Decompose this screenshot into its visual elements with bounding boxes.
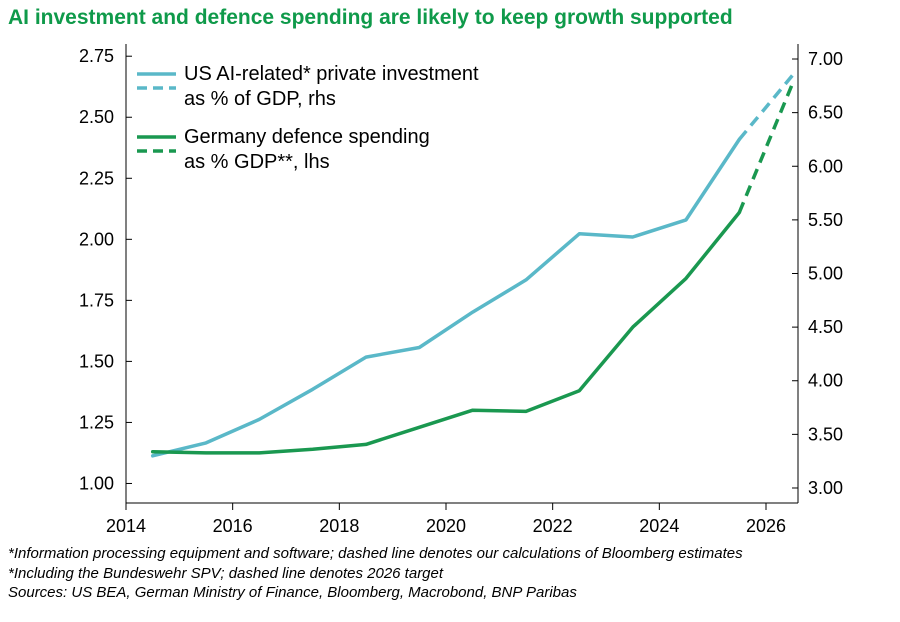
lines-layer <box>150 73 795 458</box>
left-tick-label: 2.75 <box>79 46 114 66</box>
right-tick-label: 3.00 <box>808 478 843 498</box>
series-line-1 <box>150 210 742 455</box>
series-line-0 <box>150 137 742 458</box>
axes-layer: 1.00 1.25 1.50 1.75 2.00 2.25 2.50 2.75 3.00 3.50… <box>79 44 843 536</box>
right-tick-label: 6.00 <box>808 156 843 176</box>
right-tick-label: 5.00 <box>808 264 843 284</box>
legend-label-1: as % GDP**, lhs <box>184 151 330 173</box>
footnote-defence: *Including the Bundeswehr SPV; dashed li… <box>8 565 444 582</box>
left-tick-label: 2.50 <box>79 107 114 127</box>
left-tick-label: 2.25 <box>79 168 114 188</box>
right-tick-label: 3.50 <box>808 424 843 444</box>
series-projection-0 <box>737 73 795 141</box>
right-tick-label: 4.50 <box>808 317 843 337</box>
series-projection-1 <box>737 82 795 214</box>
legend-label-0: US AI-related* private investment <box>184 63 479 85</box>
x-tick-label: 2026 <box>746 516 786 536</box>
right-tick-label: 7.00 <box>808 49 843 69</box>
left-tick-label: 1.25 <box>79 412 114 432</box>
left-tick-label: 1.75 <box>79 290 114 310</box>
right-tick-label: 6.50 <box>808 103 843 123</box>
right-tick-label: 5.50 <box>808 210 843 230</box>
left-tick-label: 1.50 <box>79 351 114 371</box>
legend: US AI-related* private investment as % of… <box>137 63 479 173</box>
legend-label-0: as % of GDP, rhs <box>184 88 336 110</box>
legend-label-1: Germany defence spending <box>184 126 430 148</box>
x-tick-label: 2022 <box>533 516 573 536</box>
x-tick-label: 2024 <box>639 516 679 536</box>
left-tick-label: 2.00 <box>79 229 114 249</box>
right-tick-label: 4.00 <box>808 371 843 391</box>
footnote-ai: *Information processing equipment and so… <box>8 545 743 562</box>
x-tick-label: 2016 <box>213 516 253 536</box>
chart-title: AI investment and defence spending are l… <box>8 6 733 29</box>
footnote-sources: Sources: US BEA, German Ministry of Fina… <box>8 584 577 601</box>
left-tick-label: 1.00 <box>79 473 114 493</box>
x-tick-label: 2020 <box>426 516 466 536</box>
x-tick-label: 2014 <box>106 516 146 536</box>
x-tick-label: 2018 <box>319 516 359 536</box>
